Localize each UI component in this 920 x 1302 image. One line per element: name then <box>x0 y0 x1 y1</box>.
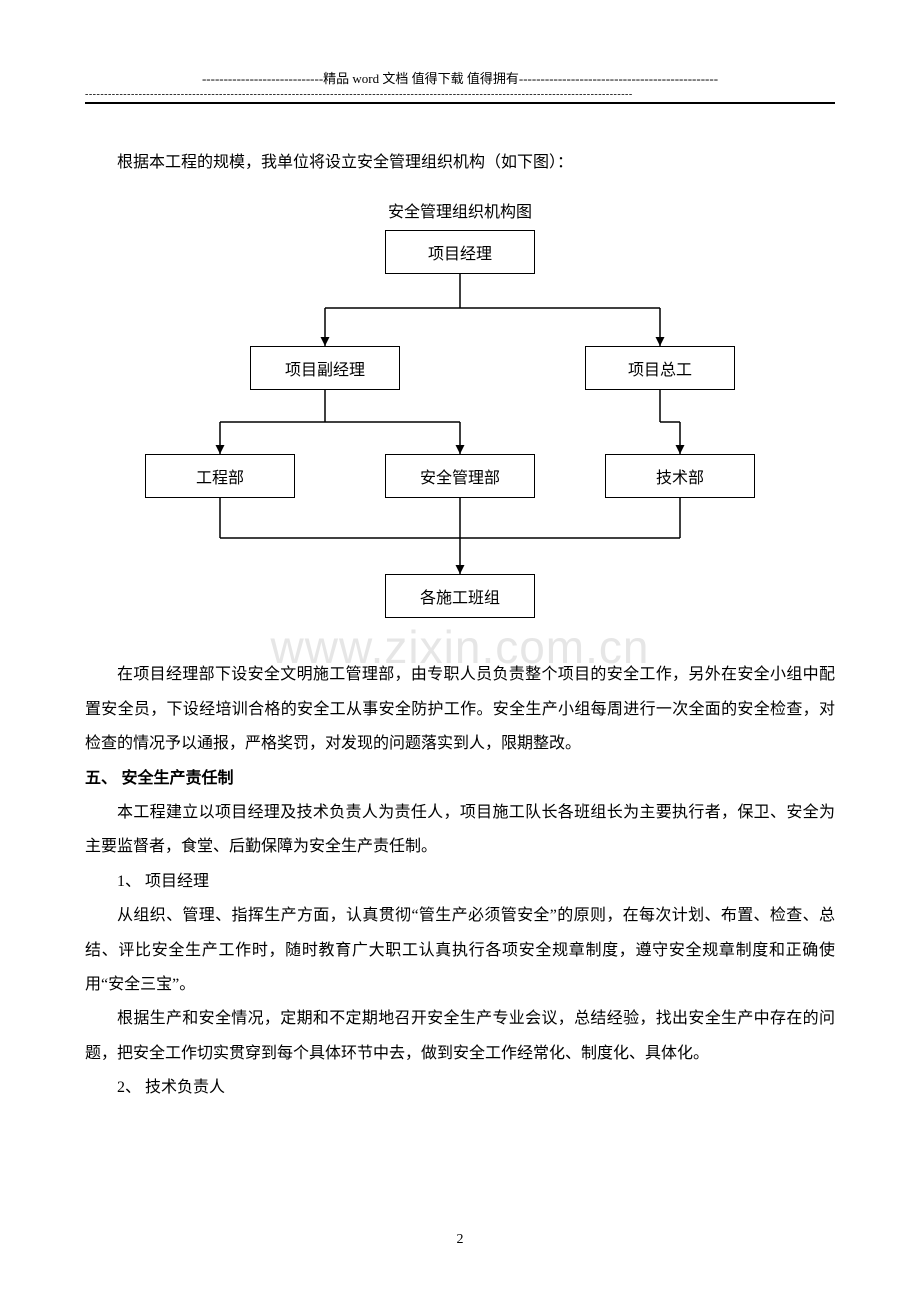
page-number: 2 <box>0 1232 920 1248</box>
node-label: 各施工班组 <box>420 584 500 608</box>
item-1-p1: 从组织、管理、指挥生产方面，认真贯彻“管生产必须管安全”的原则，在每次计划、布置… <box>85 899 835 1002</box>
header-divider <box>85 102 835 104</box>
header-line-2: ----------------------------------------… <box>85 89 835 100</box>
section-5-heading: 五、 安全生产责任制 <box>85 762 835 796</box>
node-project-manager: 项目经理 <box>385 230 535 274</box>
intro-paragraph: 根据本工程的规模，我单位将设立安全管理组织机构（如下图）： <box>85 146 835 180</box>
node-vice-pm: 项目副经理 <box>250 346 400 390</box>
org-chart: 安全管理组织机构图 www.zixin.com.cn <box>85 198 835 638</box>
node-label: 工程部 <box>196 464 244 488</box>
section-5-p1: 本工程建立以项目经理及技术负责人为责任人，项目施工队长各班组长为主要执行者，保卫… <box>85 796 835 865</box>
node-label: 项目经理 <box>428 240 492 264</box>
node-label: 项目副经理 <box>285 356 365 380</box>
node-label: 技术部 <box>656 464 704 488</box>
item-1-p2: 根据生产和安全情况，定期和不定期地召开安全生产专业会议，总结经验，找出安全生产中… <box>85 1002 835 1071</box>
node-safety-dept: 安全管理部 <box>385 454 535 498</box>
node-construction-teams: 各施工班组 <box>385 574 535 618</box>
node-tech-dept: 技术部 <box>605 454 755 498</box>
header-line-1: ----------------------------精品 word 文档 值… <box>85 68 835 87</box>
node-engineering-dept: 工程部 <box>145 454 295 498</box>
node-chief-engineer: 项目总工 <box>585 346 735 390</box>
item-2-label: 2、 技术负责人 <box>85 1071 835 1105</box>
node-label: 安全管理部 <box>420 464 500 488</box>
item-1-label: 1、 项目经理 <box>85 865 835 899</box>
node-label: 项目总工 <box>628 356 692 380</box>
